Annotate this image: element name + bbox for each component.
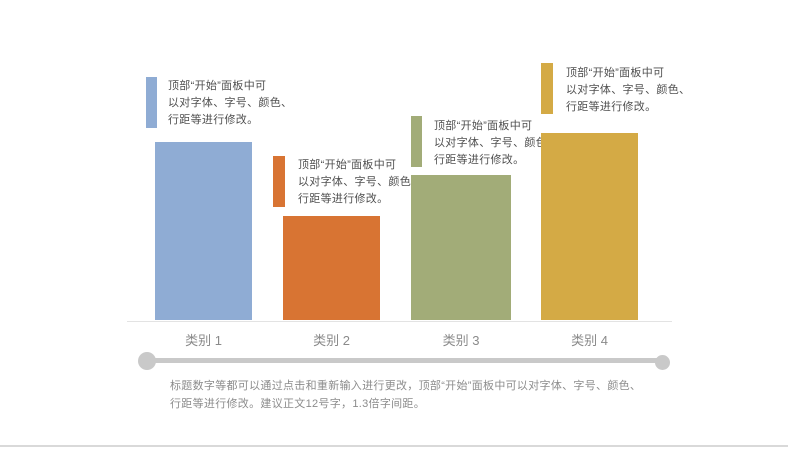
- category-label-1: 类别 1: [185, 333, 222, 348]
- callout-color-bar-3: [411, 116, 422, 167]
- category-label-2: 类别 2: [313, 333, 350, 348]
- timeline-line: [147, 358, 662, 363]
- bottom-divider: [0, 445, 788, 447]
- callout-note-1: 顶部“开始”面板中可 以对字体、字号、颜色、 行距等进行修改。: [168, 80, 293, 126]
- callout-color-bar-2: [273, 156, 285, 207]
- footer-note: 标题数字等都可以通过点击和重新输入进行更改，顶部“开始”面板中可以对字体、字号、…: [170, 380, 642, 410]
- chart-baseline: [127, 321, 672, 322]
- callout-note-2: 顶部“开始”面板中可 以对字体、字号、颜色、 行距等进行修改。: [298, 159, 423, 205]
- category-label-3: 类别 3: [442, 333, 480, 348]
- callout-note-3: 顶部“开始”面板中可 以对字体、字号、颜色、 行距等进行修改。: [434, 120, 559, 166]
- bar-category-3: [411, 175, 511, 320]
- callout-color-bar-1: [146, 77, 157, 128]
- bar-category-1: [155, 142, 252, 320]
- bar-category-4: [541, 133, 638, 320]
- timeline-endpoint-right: [655, 355, 670, 370]
- timeline-endpoint-left: [138, 352, 156, 370]
- callout-note-4: 顶部“开始”面板中可 以对字体、字号、颜色、 行距等进行修改。: [566, 67, 691, 113]
- bar-category-2: [283, 216, 380, 320]
- callout-color-bar-4: [541, 63, 553, 114]
- category-label-4: 类别 4: [571, 333, 608, 348]
